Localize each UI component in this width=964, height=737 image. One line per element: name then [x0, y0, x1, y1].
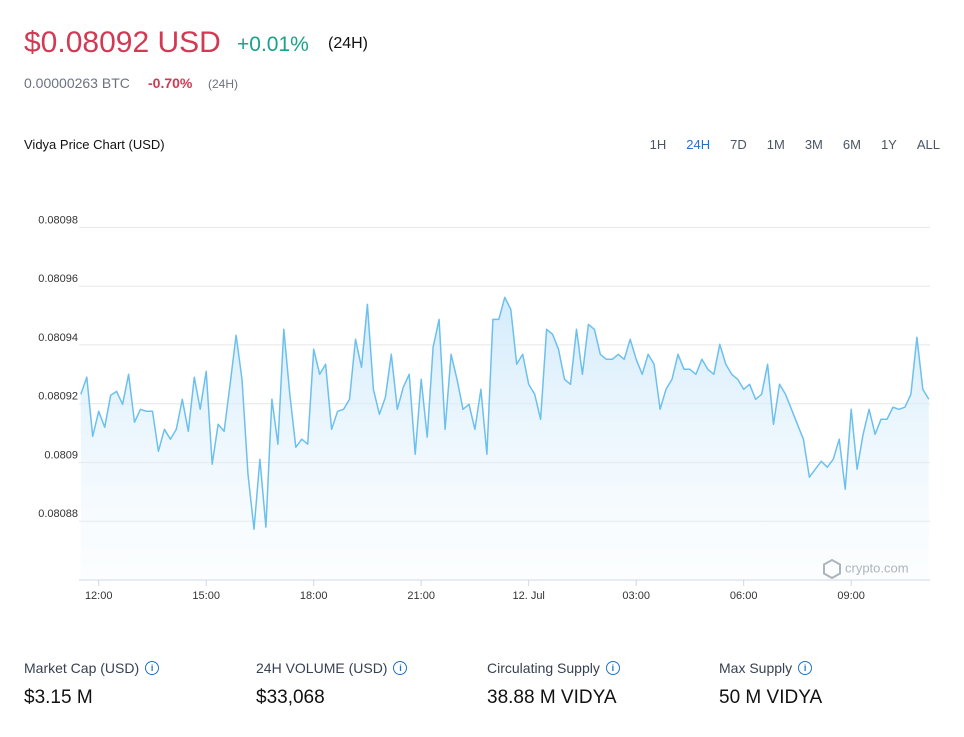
x-tick-label: 15:00: [192, 590, 220, 602]
info-icon[interactable]: i: [798, 661, 813, 675]
x-tick-label: 09:00: [837, 590, 865, 602]
range-button[interactable]: 1Y: [880, 137, 897, 152]
y-tick-label: 0.08094: [38, 332, 78, 344]
price-line: [80, 296, 930, 530]
price-change: +0.01%: [237, 33, 309, 56]
stat-label-row: Max Supply i: [719, 660, 822, 676]
range-selector: 1H 24H 7D 1M 3M 6M 1Y ALL: [630, 137, 940, 152]
stat-label-row: 24H VOLUME (USD) i: [256, 660, 408, 676]
chart-title: Vidya Price Chart (USD): [24, 137, 165, 152]
stat: Market Cap (USD) i $3.15 M: [24, 660, 160, 709]
stat-label-row: Market Cap (USD) i: [24, 660, 160, 676]
price: $0.08092 USD: [24, 26, 221, 59]
stat-value: $33,068: [256, 687, 325, 708]
range-button[interactable]: 1M: [766, 137, 785, 152]
stat-value: 50 M VIDYA: [719, 687, 823, 708]
stat-label: Max Supply: [719, 660, 793, 676]
stat-label: 24H VOLUME (USD): [256, 660, 388, 676]
range-button[interactable]: 3M: [804, 137, 823, 152]
x-tick-label: 12:00: [85, 590, 113, 602]
range-button[interactable]: ALL: [916, 137, 940, 152]
stat-label: Circulating Supply: [487, 660, 600, 676]
stat: Max Supply i 50 M VIDYA: [719, 660, 822, 709]
range-button[interactable]: 7D: [730, 137, 747, 152]
range-button[interactable]: 1H: [649, 137, 667, 152]
x-tick-label: 18:00: [300, 590, 328, 602]
info-icon[interactable]: i: [145, 661, 160, 675]
info-icon[interactable]: i: [605, 661, 620, 675]
y-tick-label: 0.08096: [38, 273, 78, 285]
btc-change: -0.70%: [148, 75, 193, 91]
y-tick-label: 0.08098: [38, 214, 78, 226]
stat-label-row: Circulating Supply i: [487, 660, 620, 676]
btc-price: 0.00000263 BTC: [24, 75, 130, 91]
x-tick-label: 21:00: [407, 590, 435, 602]
x-tick-label: 06:00: [730, 590, 758, 602]
info-icon[interactable]: i: [393, 661, 408, 675]
range-button[interactable]: 24H: [686, 137, 711, 152]
x-tick-label: 03:00: [622, 590, 650, 602]
y-tick-label: 0.0809: [44, 449, 78, 461]
chart: crypto.com 0.080880.08090.080920.080940.…: [38, 214, 930, 602]
stat: Circulating Supply i 38.88 M VIDYA: [487, 660, 620, 709]
stat-value: 38.88 M VIDYA: [487, 687, 617, 708]
y-tick-label: 0.08088: [38, 508, 78, 520]
stat-value: $3.15 M: [24, 687, 93, 708]
area-fill: [80, 297, 929, 580]
change-period: (24H): [328, 35, 369, 52]
stat: 24H VOLUME (USD) i $33,068: [256, 660, 408, 709]
x-tick-label: 12. Jul: [512, 590, 544, 602]
y-tick-label: 0.08092: [38, 391, 78, 403]
range-button[interactable]: 6M: [842, 137, 861, 152]
stat-label: Market Cap (USD): [24, 660, 140, 676]
btc-period: (24H): [208, 77, 239, 91]
